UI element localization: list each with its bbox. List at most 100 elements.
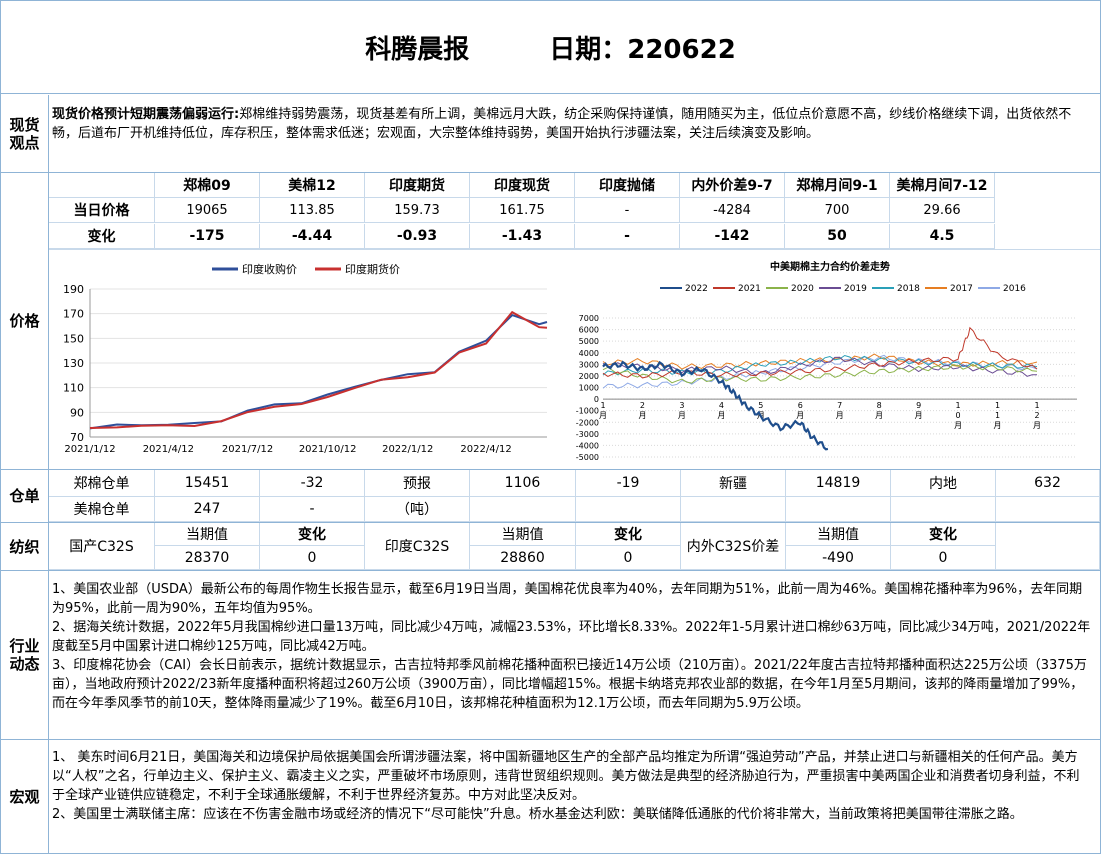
- y-tick-label: -3000: [576, 430, 599, 439]
- legend-label: 2021: [738, 284, 761, 294]
- warehouse-cell: 247: [155, 497, 260, 522]
- textile-name: 国产C32S: [49, 523, 155, 570]
- warehouse-cell: 郑棉仓单: [49, 470, 155, 497]
- price-col-header: 印度现货: [470, 173, 575, 198]
- y-tick-label: 150: [63, 332, 84, 345]
- y-tick-label: 6000: [579, 326, 599, 335]
- warehouse-cell: [996, 497, 1100, 522]
- legend-label: 2016: [1003, 284, 1026, 294]
- price-change: 4.5: [890, 224, 995, 249]
- x-tick-label: 2021/7/12: [222, 444, 273, 455]
- price-col-header: 美棉12: [260, 173, 365, 198]
- warehouse-cell: [681, 497, 786, 522]
- legend-label: 2019: [844, 284, 867, 294]
- y-tick-label: -2000: [576, 418, 599, 427]
- textile-change-value: 0: [576, 546, 681, 570]
- price-value: -4284: [680, 198, 785, 223]
- legend-label: 印度期货价: [345, 262, 400, 276]
- warehouse-cell: -32: [260, 470, 365, 497]
- series-line: [602, 353, 1038, 370]
- price-col-header: 郑棉月间9-1: [785, 173, 890, 198]
- warehouse-cell: 15451: [155, 470, 260, 497]
- industry-item: 2、据海关统计数据，2022年5月我国棉纱进口量13万吨，同比减少4万吨，减幅2…: [52, 620, 1091, 654]
- y-tick-label: 90: [70, 406, 84, 419]
- y-tick-label: 5000: [579, 337, 599, 346]
- legend-label: 2018: [897, 284, 920, 294]
- textile-change-value: 0: [260, 546, 365, 570]
- legend-label: 2020: [791, 284, 814, 294]
- price-change: -1.43: [470, 224, 575, 249]
- x-tick-label: 2022/4/12: [460, 444, 511, 455]
- spot-text: 郑棉维持弱势震荡，现货基差有所上调，美棉远月大跌，纺企采购保持谨慎，随用随买为主…: [52, 107, 1072, 141]
- price-value: 19065: [155, 198, 260, 223]
- textile-name: 印度C32S: [365, 523, 470, 570]
- textile-label: 纺织: [1, 523, 49, 570]
- warehouse-cell: -19: [576, 470, 681, 497]
- textile-change-header: 变化: [576, 523, 681, 546]
- price-change: -0.93: [365, 224, 470, 249]
- warehouse-cell: 1106: [470, 470, 576, 497]
- legend-label: 2017: [950, 284, 973, 294]
- x-tick-label: 2021/1/12: [64, 444, 115, 455]
- y-tick-label: -4000: [576, 441, 599, 450]
- y-tick-label: 190: [63, 283, 84, 296]
- macro-label: 宏观: [1, 740, 49, 853]
- price-label: 价格: [1, 173, 49, 469]
- y-tick-label: 7000: [579, 314, 599, 323]
- textile-name: 内外C32S价差: [681, 523, 786, 570]
- industry-label: 行业 动态: [1, 571, 49, 739]
- warehouse-cell: [891, 497, 996, 522]
- price-change: -175: [155, 224, 260, 249]
- warehouse-cell: 预报: [365, 470, 470, 497]
- spot-paragraph: 现货价格预计短期震荡偏弱运行:郑棉维持弱势震荡，现货基差有所上调，美棉远月大跌，…: [52, 105, 1092, 143]
- textile-current-header: 当期值: [786, 523, 891, 546]
- macro-item: 1、 美东时间6月21日，美国海关和边境保护局依据美国会所谓涉疆法案，将中国新疆…: [52, 750, 1080, 803]
- price-col-header: 郑棉09: [155, 173, 260, 198]
- warehouse-label: 仓单: [1, 470, 49, 522]
- textile-current-header: 当期值: [470, 523, 576, 546]
- price-row-label: 变化: [49, 224, 155, 249]
- textile-change-header: 变化: [891, 523, 996, 546]
- x-tick-label: 2022/1/12: [382, 444, 433, 455]
- y-tick-label: 130: [63, 357, 84, 370]
- warehouse-cell: 14819: [786, 470, 891, 497]
- textile-change-header: 变化: [260, 523, 365, 546]
- industry-news: 1、美国农业部（USDA）最新公布的每周作物生长报告显示，截至6月19日当周，美…: [52, 580, 1092, 713]
- spread-chart: 中美期棉主力合约价差走势 2022 2021 2020 2019 2018 2017 2016…: [576, 260, 1077, 462]
- y-tick-label: 3000: [579, 360, 599, 369]
- chart-title: 中美期棉主力合约价差走势: [770, 260, 890, 273]
- industry-item: 1、美国农业部（USDA）最新公布的每周作物生长报告显示，截至6月19日当周，美…: [52, 582, 1083, 616]
- series-line: [602, 360, 829, 451]
- warehouse-cell: 内地: [891, 470, 996, 497]
- price-col-header: 美棉月间7-12: [890, 173, 995, 198]
- warehouse-cell: 632: [996, 470, 1100, 497]
- report-date: 日期：220622: [549, 34, 736, 65]
- price-value: 700: [785, 198, 890, 223]
- price-corner: [49, 173, 155, 198]
- warehouse-cell: -: [260, 497, 365, 522]
- price-value: 161.75: [470, 198, 575, 223]
- spot-lead: 现货价格预计短期震荡偏弱运行:: [52, 107, 240, 122]
- price-value: 29.66: [890, 198, 995, 223]
- price-value: 159.73: [365, 198, 470, 223]
- x-tick-label: 2021/4/12: [143, 444, 194, 455]
- price-col-header: 印度抛储: [575, 173, 680, 198]
- textile-change-value: 0: [891, 546, 996, 570]
- textile-current-value: 28860: [470, 546, 576, 570]
- legend-label: 印度收购价: [242, 262, 297, 276]
- y-tick-label: -1000: [576, 407, 599, 416]
- series-line: [602, 363, 1038, 384]
- textile-current-value: 28370: [155, 546, 260, 570]
- warehouse-cell: [576, 497, 681, 522]
- textile-current-value: -490: [786, 546, 891, 570]
- y-tick-label: -5000: [576, 453, 599, 462]
